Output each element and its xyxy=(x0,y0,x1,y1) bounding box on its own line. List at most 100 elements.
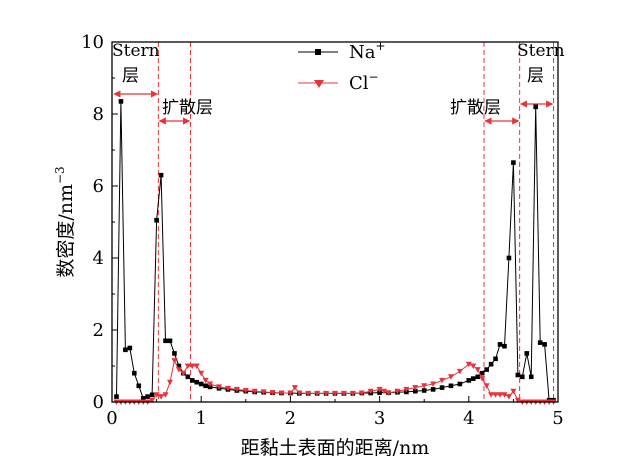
data-point-na xyxy=(457,381,463,387)
y-tick-label: 4 xyxy=(93,248,104,269)
data-point-cl xyxy=(233,386,240,393)
x-tick-label: 0 xyxy=(106,408,117,429)
data-point-na xyxy=(493,356,498,362)
data-point-cl xyxy=(340,390,347,397)
data-point-cl xyxy=(514,397,521,404)
data-point-cl xyxy=(376,386,383,393)
stern-right-label-1: Stern xyxy=(517,41,565,61)
data-point-na xyxy=(466,378,472,383)
data-point-na xyxy=(537,340,543,345)
data-point-na xyxy=(185,374,191,380)
data-point-cl xyxy=(385,390,392,396)
data-point-cl xyxy=(202,377,209,384)
data-point-na xyxy=(502,343,507,349)
plot-frame xyxy=(111,41,559,403)
region-markers xyxy=(113,42,555,402)
legend-cl-label: Cl− xyxy=(349,70,379,94)
data-point-cl xyxy=(465,361,472,368)
legend-cl-marker xyxy=(314,80,324,88)
data-point-cl xyxy=(291,385,298,391)
data-point-na xyxy=(506,255,512,261)
data-point-na xyxy=(511,160,516,165)
y-tick-label: 2 xyxy=(93,320,104,341)
data-point-na xyxy=(132,370,137,376)
x-tick-label: 1 xyxy=(195,408,206,429)
data-point-cl xyxy=(323,390,330,397)
x-tick-label: 2 xyxy=(285,408,296,429)
data-point-cl xyxy=(474,367,481,373)
x-tick-label: 4 xyxy=(463,408,474,429)
data-point-cl xyxy=(510,388,517,395)
data-point-cl xyxy=(505,394,512,400)
data-point-cl xyxy=(158,394,165,400)
tick-marks: 0 1 2 3 4 5 0 2 4 6 8 10 xyxy=(81,32,564,429)
data-point-na xyxy=(439,385,445,390)
y-axis-title: 数密度/nm−3 xyxy=(53,166,77,277)
data-point-na xyxy=(123,347,128,353)
data-point-na xyxy=(421,388,427,393)
data-point-cl xyxy=(456,368,463,375)
series-layer xyxy=(113,99,557,405)
data-point-cl xyxy=(403,386,410,393)
data-point-cl xyxy=(470,363,477,369)
data-point-cl xyxy=(314,390,321,397)
stern-left-label-1: Stern xyxy=(112,41,160,61)
data-point-cl xyxy=(269,390,276,396)
data-point-na xyxy=(203,383,208,389)
data-point-na xyxy=(448,383,454,389)
y-tick-label: 6 xyxy=(93,176,104,197)
data-point-na xyxy=(528,374,534,380)
data-point-cl xyxy=(242,387,249,394)
data-point-na xyxy=(515,372,521,378)
y-tick-label: 0 xyxy=(93,392,104,413)
data-point-cl xyxy=(483,383,490,389)
data-point-cl xyxy=(479,376,486,382)
data-point-na xyxy=(520,374,525,380)
data-point-na xyxy=(484,367,489,372)
data-point-cl xyxy=(488,392,495,398)
data-point-cl xyxy=(367,388,374,395)
data-point-cl xyxy=(497,392,504,398)
data-point-cl xyxy=(189,363,196,369)
data-point-na xyxy=(167,338,173,344)
data-point-cl xyxy=(358,390,365,396)
data-point-na xyxy=(189,378,195,383)
data-point-cl xyxy=(224,385,231,392)
data-point-na xyxy=(149,392,155,398)
data-point-cl xyxy=(381,388,388,395)
data-point-cl xyxy=(394,388,401,395)
data-point-na xyxy=(145,394,150,399)
data-point-cl xyxy=(153,392,160,398)
data-point-na xyxy=(479,370,485,376)
data-point-na xyxy=(154,217,159,223)
data-point-cl xyxy=(349,390,356,397)
data-point-na xyxy=(475,374,481,380)
stern-right-label-2: 层 xyxy=(527,66,544,86)
data-point-na xyxy=(497,342,503,347)
data-point-cl xyxy=(175,367,182,373)
legend: Na+ Cl− xyxy=(298,39,386,94)
data-point-na xyxy=(377,390,382,395)
data-point-cl xyxy=(287,390,294,396)
x-axis-title: 距黏土表面的距离/nm xyxy=(241,437,430,459)
data-point-cl xyxy=(149,397,156,404)
legend-na-marker xyxy=(315,49,321,55)
data-point-na xyxy=(140,396,146,401)
y-tick-label: 8 xyxy=(93,104,104,125)
axes xyxy=(111,41,559,403)
data-point-cl xyxy=(260,389,267,395)
x-tick-label: 3 xyxy=(374,408,385,429)
data-point-cl xyxy=(162,392,169,398)
data-point-na xyxy=(430,387,436,392)
data-point-cl xyxy=(421,383,428,389)
data-point-na xyxy=(524,351,530,356)
data-point-na xyxy=(470,376,476,381)
data-point-cl xyxy=(296,390,303,396)
data-point-cl xyxy=(439,377,446,384)
data-point-na xyxy=(533,104,538,110)
diffuse-left-label: 扩散层 xyxy=(162,98,213,118)
data-point-na xyxy=(127,345,133,351)
data-point-na xyxy=(412,388,418,394)
data-point-na xyxy=(172,351,177,356)
